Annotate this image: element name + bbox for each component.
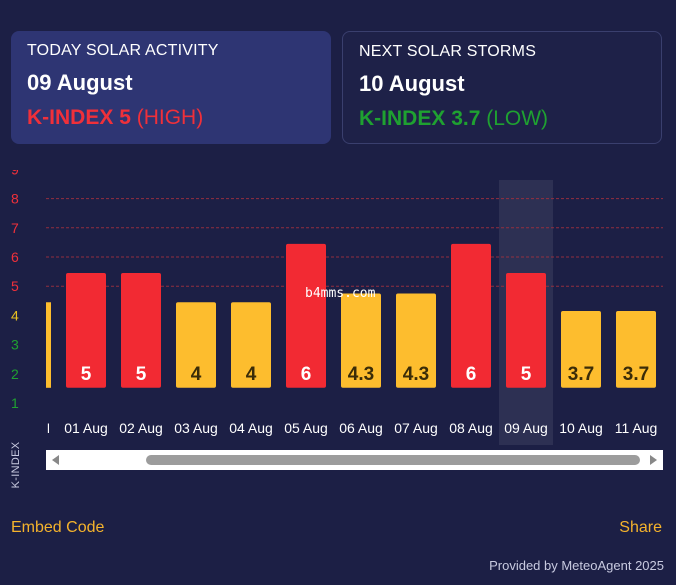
share-link[interactable]: Share <box>619 519 662 536</box>
bar-value-label: 4.3 <box>348 364 374 385</box>
y-tick-label-8: 8 <box>11 191 19 207</box>
bar-10-aug <box>561 311 601 388</box>
bar-07-aug <box>396 293 436 388</box>
scroll-right-arrow-icon[interactable] <box>650 455 657 465</box>
bar-value-label: 3.7 <box>568 364 594 385</box>
y-tick-label-6: 6 <box>11 249 19 265</box>
bar-value-label: 4 <box>246 364 257 385</box>
bar-08-aug <box>451 243 491 388</box>
bar-value-label: 6 <box>466 364 477 385</box>
bar-value-label: 5 <box>521 364 532 385</box>
next-k-index: K-INDEX 3.7 (LOW) <box>359 107 645 131</box>
today-activity-card: TODAY SOLAR ACTIVITY 09 August K-INDEX 5… <box>11 31 331 144</box>
bar-value-label: 5 <box>81 364 92 385</box>
x-tick-label: 10 Aug <box>559 420 603 436</box>
next-k-level: (LOW) <box>486 107 549 130</box>
bar-04-aug <box>231 302 271 388</box>
bar-05-aug <box>286 243 326 388</box>
embed-code-link[interactable]: Embed Code <box>11 519 105 536</box>
provided-by-text: Provided by MeteoAgent 2025 <box>489 558 664 573</box>
chart-scrollbar[interactable] <box>46 450 663 470</box>
partial-tick-label: l <box>47 421 50 436</box>
scroll-left-arrow-icon[interactable] <box>52 455 59 465</box>
partial-bar <box>46 302 51 388</box>
x-tick-label: 02 Aug <box>119 420 163 436</box>
x-tick-label: 06 Aug <box>339 420 383 436</box>
y-tick-label-3: 3 <box>11 337 19 353</box>
x-tick-label: 07 Aug <box>394 420 438 436</box>
next-label: NEXT SOLAR STORMS <box>359 43 537 60</box>
y-tick-label-2: 2 <box>11 366 19 382</box>
today-k-level: (HIGH) <box>136 106 204 129</box>
bar-value-label: 5 <box>136 364 147 385</box>
x-tick-label: 08 Aug <box>449 420 493 436</box>
today-label: TODAY SOLAR ACTIVITY <box>27 42 219 59</box>
y-tick-label-4: 4 <box>11 307 19 323</box>
bar-02-aug <box>121 273 161 388</box>
today-date: 09 August <box>27 70 133 95</box>
y-tick-label-9: 9 <box>11 170 19 177</box>
scroll-thumb[interactable] <box>146 455 640 465</box>
x-tick-label: 05 Aug <box>284 420 328 436</box>
bar-01-aug <box>66 273 106 388</box>
bar-value-label: 4.3 <box>403 364 429 385</box>
today-k-prefix: K-INDEX <box>27 106 120 129</box>
today-k-index: K-INDEX 5 (HIGH) <box>27 106 315 130</box>
bar-value-label: 6 <box>301 364 312 385</box>
today-k-value: 5 <box>119 106 131 129</box>
x-tick-label: 09 Aug <box>504 420 548 436</box>
k-index-bar-chart: 1 2 3 4 5 6 7 8 9 l 5 01 Aug 5 02 Aug 4 03 Aug 4 04 Aug 6 0… <box>11 170 663 445</box>
next-k-prefix: K-INDEX <box>359 107 452 130</box>
y-tick-label-5: 5 <box>11 278 19 294</box>
bar-value-label: 3.7 <box>623 364 649 385</box>
y-axis-label: K-INDEX <box>10 441 22 489</box>
y-tick-label-7: 7 <box>11 220 19 236</box>
bar-11-aug <box>616 311 656 388</box>
bar-03-aug <box>176 302 216 388</box>
y-tick-label-1: 1 <box>11 395 19 411</box>
bar-09-aug <box>506 273 546 388</box>
x-tick-label: 01 Aug <box>64 420 108 436</box>
bar-value-label: 4 <box>191 364 202 385</box>
next-date: 10 August <box>359 71 465 96</box>
x-tick-label: 11 Aug <box>615 420 658 436</box>
next-k-value: 3.7 <box>451 107 481 130</box>
watermark: b4mms.com <box>305 286 376 301</box>
next-storms-card: NEXT SOLAR STORMS 10 August K-INDEX 3.7 … <box>342 31 662 144</box>
x-tick-label: 03 Aug <box>174 420 218 436</box>
x-tick-label: 04 Aug <box>229 420 273 436</box>
bar-06-aug <box>341 293 381 388</box>
